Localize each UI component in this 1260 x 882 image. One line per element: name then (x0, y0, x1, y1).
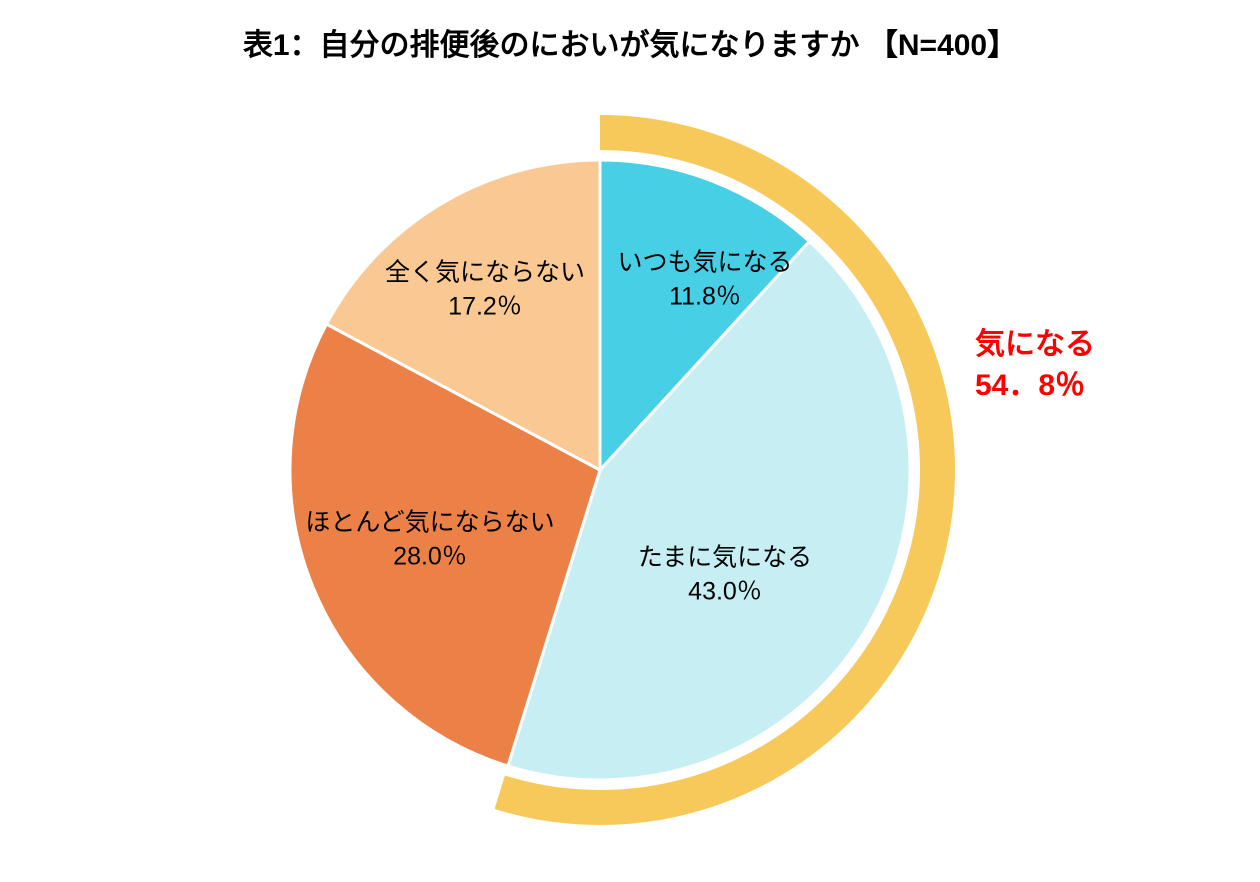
slice-label-2: ほとんど気にならない 28.0％ (305, 506, 554, 574)
callout-line1: 気になる (975, 328, 1095, 361)
slice-2-name: ほとんど気にならない (305, 508, 554, 536)
slice-3-pct: 17.2％ (448, 292, 522, 320)
slice-0-pct: 11.8％ (669, 282, 741, 310)
pie-chart-container: いつも気になる 11.8％ たまに気になる 43.0％ ほとんど気にならない 2… (0, 100, 1260, 860)
highlight-callout: 気になる 54．8％ (975, 325, 1095, 406)
slice-1-pct: 43.0％ (688, 577, 762, 605)
slice-label-0: いつも気になる 11.8％ (617, 246, 792, 314)
slice-label-3: 全く気にならない 17.2％ (385, 256, 585, 324)
slice-1-name: たまに気になる (638, 543, 812, 571)
slice-label-1: たまに気になる 43.0％ (638, 541, 812, 609)
callout-line2: 54．8％ (975, 369, 1085, 402)
slice-2-pct: 28.0％ (393, 542, 467, 570)
pie-chart-svg (0, 100, 1260, 860)
slice-0-name: いつも気になる (617, 248, 792, 276)
slice-3-name: 全く気にならない (385, 258, 585, 286)
chart-title: 表1：自分の排便後のにおいが気になりますか 【N=400】 (0, 20, 1260, 64)
